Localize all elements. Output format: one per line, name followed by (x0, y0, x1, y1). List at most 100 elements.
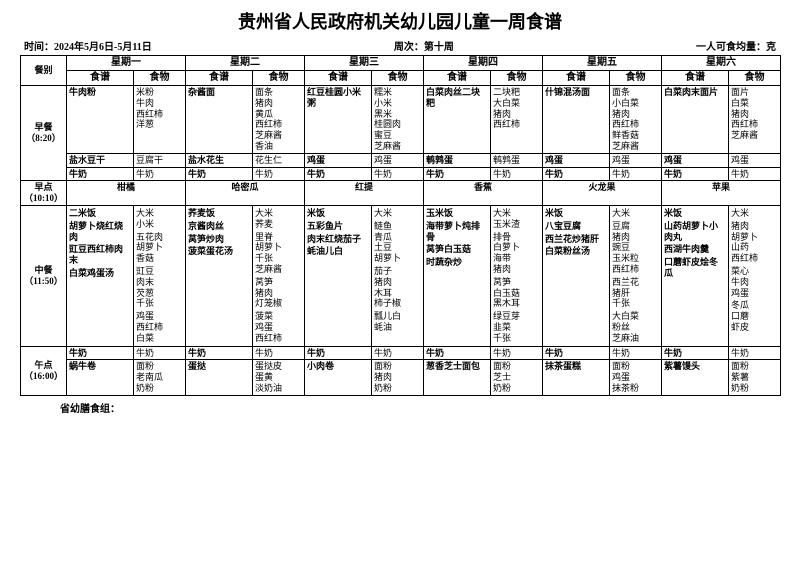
recipe-cell: 什锦混汤面 (543, 86, 610, 154)
food-cell: 牛奶 (491, 346, 543, 360)
food-cell: 米粉 牛肉 西红柿 洋葱 (134, 86, 186, 154)
food-cell: 面条 猪肉 黄瓜 西红柿 芝麻酱 香油 (253, 86, 305, 154)
food-cell: 鸡蛋 (610, 153, 662, 167)
recipe-header: 食谱 (424, 71, 491, 86)
recipe-cell: 抹茶蛋糕 (543, 360, 610, 395)
recipe-cell: 牛肉粉 (67, 86, 134, 154)
morning-snack-label: 早点（10:10） (21, 181, 67, 206)
snack-cell: 红提 (305, 181, 424, 206)
portion-info: 一人可食均量：克 (696, 38, 776, 53)
recipe-cell: 盐水豆干 (67, 153, 134, 167)
recipe-cell: 白菜肉末面片 (662, 86, 729, 154)
snack-cell: 柑橘 (67, 181, 186, 206)
food-cell: 面粉 芝士 奶粉 (491, 360, 543, 395)
lunch-recipe-cell: 二米饭胡萝卜烧红烧肉豇豆西红柿肉末白菜鸡蛋汤 (67, 205, 134, 346)
afternoon-snack-row-2: 蜗牛卷面粉 老南瓜 奶粉蛋挞蛋挞皮 蛋黄 淡奶油小肉卷面粉 猪肉 奶粉葱香芝士面… (21, 360, 781, 395)
lunch-recipe-cell: 荞麦饭京酱肉丝莴笋炒肉菠菜蛋花汤 (186, 205, 253, 346)
header-row-2: 食谱食物食谱食物食谱食物食谱食物食谱食物食谱食物 (21, 71, 781, 86)
recipe-cell: 牛奶 (186, 346, 253, 360)
recipe-cell: 牛奶 (186, 167, 253, 181)
lunch-food-cell: 大米 小米五花肉 胡萝卜 香菇豇豆 肉末 芡葱 千张鸡蛋 西红柿 白菜 (134, 205, 186, 346)
recipe-cell: 牛奶 (67, 167, 134, 181)
food-cell: 牛奶 (134, 167, 186, 181)
food-cell: 面粉 鸡蛋 抹茶粉 (610, 360, 662, 395)
food-cell: 牛奶 (610, 346, 662, 360)
recipe-cell: 红豆桂圆小米粥 (305, 86, 372, 154)
page-title: 贵州省人民政府机关幼儿园儿童一周食谱 (20, 8, 780, 34)
recipe-cell: 牛奶 (543, 346, 610, 360)
food-header: 食物 (729, 71, 781, 86)
day-header: 星期二 (186, 56, 305, 71)
lunch-food-cell: 大米 荞麦里脊 胡萝卜 千张 芝麻酱莴笋 猪肉 灯笼椒菠菜 鸡蛋 西红柿 (253, 205, 305, 346)
recipe-cell: 蜗牛卷 (67, 360, 134, 395)
lunch-food-cell: 大米猪肉 胡萝卜 山药 西红柿菜心 牛肉 鸡蛋冬瓜 口蘑 虾皮 (729, 205, 781, 346)
recipe-cell: 紫薯馒头 (662, 360, 729, 395)
menu-table: 餐别 星期一 星期二 星期三 星期四 星期五 星期六 食谱食物食谱食物食谱食物食… (20, 55, 781, 396)
day-header: 星期四 (424, 56, 543, 71)
food-cell: 鸡蛋 (729, 153, 781, 167)
food-cell: 牛奶 (491, 167, 543, 181)
recipe-header: 食谱 (662, 71, 729, 86)
recipe-header: 食谱 (305, 71, 372, 86)
snack-cell: 香蕉 (424, 181, 543, 206)
meal-header: 餐别 (21, 56, 67, 86)
recipe-cell: 牛奶 (67, 346, 134, 360)
day-header: 星期六 (662, 56, 781, 71)
recipe-header: 食谱 (543, 71, 610, 86)
recipe-cell: 小肉卷 (305, 360, 372, 395)
food-cell: 牛奶 (610, 167, 662, 181)
breakfast-row-1: 早餐（8:20） 牛肉粉米粉 牛肉 西红柿 洋葱杂酱面面条 猪肉 黄瓜 西红柿 … (21, 86, 781, 154)
recipe-cell: 牛奶 (662, 167, 729, 181)
recipe-cell: 杂酱面 (186, 86, 253, 154)
food-cell: 面片 白菜 猪肉 西红柿 芝麻酱 (729, 86, 781, 154)
time-info: 时间：2024年5月6日-5月11日 (24, 38, 152, 53)
week-info: 周次：第十周 (394, 38, 454, 53)
recipe-header: 食谱 (186, 71, 253, 86)
morning-snack-row: 早点（10:10） 柑橘哈密瓜红提香蕉火龙果苹果 (21, 181, 781, 206)
header-row-1: 餐别 星期一 星期二 星期三 星期四 星期五 星期六 (21, 56, 781, 71)
food-cell: 鸡蛋 (372, 153, 424, 167)
food-cell: 面粉 猪肉 奶粉 (372, 360, 424, 395)
recipe-cell: 盐水花生 (186, 153, 253, 167)
food-cell: 牛奶 (134, 346, 186, 360)
food-cell: 牛奶 (729, 167, 781, 181)
lunch-food-cell: 大米 玉米渣排骨 白萝卜 海带 猪肉莴笋 白玉菇 黑木耳绿豆芽 韭菜 千张 (491, 205, 543, 346)
snack-cell: 火龙果 (543, 181, 662, 206)
food-cell: 花生仁 (253, 153, 305, 167)
recipe-cell: 鸡蛋 (662, 153, 729, 167)
breakfast-row-2: 盐水豆干豆腐干盐水花生花生仁鸡蛋鸡蛋鹌鹑蛋鹌鹑蛋鸡蛋鸡蛋鸡蛋鸡蛋 (21, 153, 781, 167)
food-cell: 蛋挞皮 蛋黄 淡奶油 (253, 360, 305, 395)
snack-cell: 苹果 (662, 181, 781, 206)
recipe-cell: 牛奶 (305, 167, 372, 181)
food-header: 食物 (372, 71, 424, 86)
lunch-row-1: 中餐（11:50） 二米饭胡萝卜烧红烧肉豇豆西红柿肉末白菜鸡蛋汤大米 小米五花肉… (21, 205, 781, 346)
food-header: 食物 (134, 71, 186, 86)
food-cell: 牛奶 (729, 346, 781, 360)
food-cell: 鹌鹑蛋 (491, 153, 543, 167)
info-row: 时间：2024年5月6日-5月11日 周次：第十周 一人可食均量：克 (20, 38, 780, 53)
recipe-cell: 鸡蛋 (543, 153, 610, 167)
food-cell: 豆腐干 (134, 153, 186, 167)
recipe-cell: 鸡蛋 (305, 153, 372, 167)
snack-cell: 哈密瓜 (186, 181, 305, 206)
lunch-label: 中餐（11:50） (21, 205, 67, 346)
recipe-cell: 白菜肉丝二块粑 (424, 86, 491, 154)
lunch-food-cell: 大米豆腐 猪肉 豌豆 玉米粒 西红柿西兰花 猪肝 千张大白菜 粉丝 芝麻油 (610, 205, 662, 346)
afternoon-snack-row-1: 午点（16:00） 牛奶牛奶牛奶牛奶牛奶牛奶牛奶牛奶牛奶牛奶牛奶牛奶 (21, 346, 781, 360)
food-cell: 面粉 紫薯 奶粉 (729, 360, 781, 395)
food-cell: 面条 小白菜 猪肉 西红柿 鲜香菇 芝麻酱 (610, 86, 662, 154)
food-cell: 面粉 老南瓜 奶粉 (134, 360, 186, 395)
day-header: 星期三 (305, 56, 424, 71)
recipe-cell: 牛奶 (424, 346, 491, 360)
afternoon-snack-label: 午点（16:00） (21, 346, 67, 395)
recipe-cell: 牛奶 (305, 346, 372, 360)
lunch-recipe-cell: 玉米饭海带萝卜炖排骨莴笋白玉菇时蔬杂炒 (424, 205, 491, 346)
food-cell: 糯米 小米 黑米 桂圆肉 蜜豆 芝麻酱 (372, 86, 424, 154)
recipe-cell: 牛奶 (543, 167, 610, 181)
lunch-recipe-cell: 米饭山药胡萝卜小肉丸西湖牛肉羹口蘑虾皮烩冬瓜 (662, 205, 729, 346)
breakfast-row-3: 牛奶牛奶牛奶牛奶牛奶牛奶牛奶牛奶牛奶牛奶牛奶牛奶 (21, 167, 781, 181)
recipe-cell: 鹌鹑蛋 (424, 153, 491, 167)
recipe-cell: 葱香芝士面包 (424, 360, 491, 395)
food-header: 食物 (491, 71, 543, 86)
food-cell: 牛奶 (372, 346, 424, 360)
